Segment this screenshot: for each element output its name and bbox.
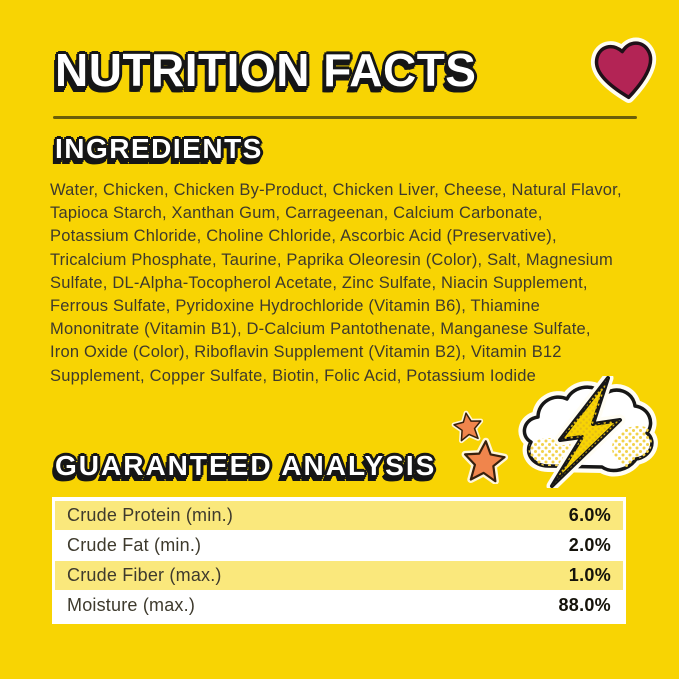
row-label: Moisture (max.): [67, 595, 196, 615]
star-icon-small: [451, 410, 484, 444]
guaranteed-analysis-heading: GUARANTEED ANALYSIS: [55, 450, 437, 481]
section-divider: [53, 116, 637, 119]
row-value: 2.0%: [568, 535, 611, 555]
ingredients-line: Sulfate, DL-Alpha-Tocopherol Acetate, Zi…: [50, 273, 588, 292]
ingredients-text: Water, Chicken, Chicken By-Product, Chic…: [50, 179, 622, 388]
row-value: 88.0%: [558, 595, 611, 615]
ingredients-heading: INGREDIENTS: [55, 133, 263, 164]
ingredients-line: Tricalcium Phosphate, Taurine, Paprika O…: [50, 250, 613, 269]
ingredients-line: Ferrous Sulfate, Pyridoxine Hydrochlorid…: [50, 297, 540, 316]
ingredients-line: Water, Chicken, Chicken By-Product, Chic…: [50, 181, 622, 199]
heart-icon: [585, 29, 665, 112]
row-label: Crude Protein (min.): [67, 505, 234, 525]
row-label: Crude Fiber (max.): [67, 565, 222, 585]
page-title: NUTRITION FACTS: [55, 44, 477, 96]
star-icon-large: [461, 437, 509, 485]
row-value: 6.0%: [568, 505, 611, 525]
ingredients-line: Potassium Chloride, Choline Chloride, As…: [50, 227, 557, 246]
ingredients-line: Iron Oxide (Color), Riboflavin Supplemen…: [50, 343, 562, 362]
ingredients-line: Mononitrate (Vitamin B1), D-Calcium Pant…: [50, 320, 591, 339]
table-row: Crude Fat (min.) 2.0%: [55, 531, 623, 560]
ingredients-line: Tapioca Starch, Xanthan Gum, Carrageenan…: [50, 204, 543, 223]
row-label: Crude Fat (min.): [67, 535, 202, 555]
star-icons: [438, 410, 514, 485]
row-value: 1.0%: [568, 565, 611, 585]
table-row: Crude Fiber (max.) 1.0%: [55, 561, 623, 590]
lightning-bolt-icon: [546, 372, 626, 492]
ingredients-line: Supplement, Copper Sulfate, Biotin, Foli…: [50, 366, 537, 385]
cloud-lightning-icon: [516, 372, 664, 492]
table-row: Moisture (max.) 88.0%: [55, 591, 623, 620]
guaranteed-analysis-table: Crude Protein (min.) 6.0% Crude Fat (min…: [52, 497, 626, 624]
table-row: Crude Protein (min.) 6.0%: [55, 501, 623, 530]
